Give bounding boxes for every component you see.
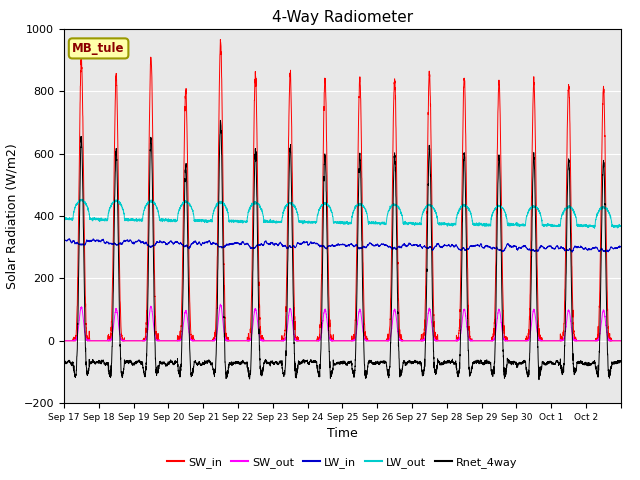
Title: 4-Way Radiometer: 4-Way Radiometer [272,10,413,25]
Legend: SW_in, SW_out, LW_in, LW_out, Rnet_4way: SW_in, SW_out, LW_in, LW_out, Rnet_4way [163,453,522,472]
SW_out [364,338,371,344]
Rnet_4way [523,369,531,375]
SW_out [216,301,224,307]
Rnet_4way [393,258,401,264]
LW_out [60,216,68,222]
SW_in [523,338,531,344]
SW_in [216,36,224,42]
LW_out [393,203,401,209]
LW_in [60,237,68,243]
SW_out [537,337,545,343]
SW_in [537,338,545,344]
SW_out [617,338,625,344]
Text: MB_tule: MB_tule [72,42,125,55]
Line: SW_in: SW_in [64,39,621,341]
SW_out [60,338,68,344]
SW_in [495,83,503,88]
LW_in [495,247,503,253]
SW_out [495,307,503,312]
LW_in [568,249,576,255]
SW_in [393,197,401,203]
SW_in [364,337,371,343]
LW_out [617,223,625,228]
LW_in [393,246,401,252]
SW_in [175,334,183,339]
Rnet_4way [216,118,224,123]
LW_in [65,236,73,242]
LW_out [78,196,86,202]
Rnet_4way [364,369,371,374]
Line: Rnet_4way: Rnet_4way [64,120,621,380]
Rnet_4way [537,363,545,369]
Line: LW_in: LW_in [64,239,621,252]
LW_in [537,243,545,249]
LW_out [495,203,503,209]
Y-axis label: Solar Radiation (W/m2): Solar Radiation (W/m2) [5,143,18,289]
X-axis label: Time: Time [327,428,358,441]
SW_in [60,338,68,344]
SW_out [175,337,183,343]
LW_out [364,212,371,217]
SW_in [617,338,625,344]
LW_out [591,225,598,231]
Line: LW_out: LW_out [64,199,621,228]
LW_in [523,244,531,250]
SW_out [523,337,531,343]
Rnet_4way [617,360,625,365]
Rnet_4way [495,158,503,164]
Line: SW_out: SW_out [64,304,621,341]
Rnet_4way [535,377,543,383]
Rnet_4way [60,359,68,364]
LW_out [523,214,531,219]
LW_out [537,214,545,219]
LW_in [364,243,371,249]
LW_in [617,244,625,250]
LW_in [176,240,184,246]
SW_out [393,321,401,326]
Rnet_4way [175,369,183,374]
LW_out [176,207,184,213]
